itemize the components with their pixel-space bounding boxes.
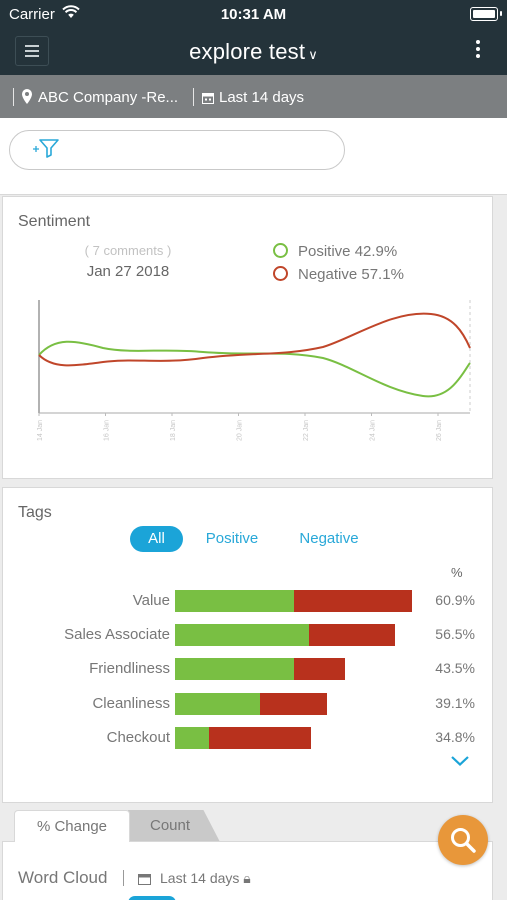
lock-icon: 🔒︎ — [243, 870, 251, 886]
selected-date: Jan 27 2018 — [86, 263, 170, 280]
tab-positive[interactable]: Positive — [205, 530, 259, 547]
negative-segment — [294, 658, 345, 680]
word-cloud-title: Word Cloud — [18, 868, 108, 887]
word-cloud-tab[interactable] — [128, 896, 176, 900]
tag-percent: 60.9% — [435, 592, 475, 608]
negative-series-line — [38, 312, 471, 367]
x-tick-label: 18 Jan — [170, 420, 177, 441]
negative-segment — [294, 590, 413, 612]
tag-label: Value — [132, 592, 170, 609]
tag-label: Cleanliness — [92, 695, 170, 712]
hamburger-line — [25, 45, 39, 47]
positive-legend-label: Positive 42.9% — [298, 243, 398, 260]
comment-count[interactable]: ( 7 comments ) — [84, 243, 172, 258]
tab-count[interactable]: Count — [128, 810, 220, 842]
x-tick-label: 22 Jan — [303, 420, 310, 441]
legend-negative: Negative 57.1% — [273, 266, 404, 283]
more-options-icon[interactable] — [476, 40, 480, 58]
tag-row[interactable]: Sales Associate 56.5% — [3, 624, 494, 646]
metric-tabs: Count % Change — [0, 810, 507, 842]
add-filter-icon[interactable] — [32, 134, 60, 165]
tag-label: Sales Associate — [64, 626, 170, 643]
x-tick-label: 16 Jan — [104, 420, 111, 441]
tag-bar — [175, 658, 345, 680]
chevron-down-icon: ∨ — [308, 47, 318, 62]
negative-segment — [208, 727, 311, 749]
tab-percent-change[interactable]: % Change — [14, 810, 130, 842]
date-range-selector[interactable]: Last 14 days — [219, 89, 305, 106]
battery-icon — [470, 7, 502, 21]
sentiment-title: Sentiment — [18, 213, 91, 230]
x-tick-label: 14 Jan — [37, 420, 44, 441]
search-button[interactable] — [438, 815, 488, 865]
positive-segment — [175, 590, 295, 612]
legend-positive: Positive 42.9% — [273, 243, 397, 260]
search-icon — [451, 828, 476, 853]
sentiment-card: Sentiment ( 7 comments ) Jan 27 2018 Pos… — [2, 196, 493, 479]
positive-legend-marker — [273, 243, 288, 258]
positive-segment — [175, 727, 209, 749]
clock: 10:31 AM — [220, 6, 287, 23]
filter-area — [0, 118, 507, 195]
wifi-icon — [62, 5, 80, 24]
percent-column-header: % — [451, 565, 463, 580]
calendar-icon — [202, 91, 214, 108]
app-header: explore test ∨ — [0, 30, 507, 75]
tag-label: Checkout — [106, 729, 170, 746]
sentiment-line-chart[interactable]: 14 Jan 16 Jan 18 Jan 20 Jan 22 Jan 24 Jan 26 J… — [3, 292, 494, 462]
tags-card: Tags All Positive Negative % Value 60.9%… — [2, 487, 493, 803]
status-bar: Carrier 10:31 AM — [0, 0, 507, 30]
dashboard-title: explore test — [189, 39, 306, 64]
tag-row[interactable]: Cleanliness 39.1% — [3, 693, 494, 715]
tag-row[interactable]: Value 60.9% — [3, 590, 494, 612]
location-selector[interactable]: ABC Company -Re... — [38, 89, 179, 106]
tag-bar — [175, 590, 413, 612]
divider — [193, 88, 194, 106]
tag-bar — [175, 624, 396, 646]
tag-percent: 34.8% — [435, 729, 475, 745]
hamburger-line — [25, 50, 39, 52]
x-tick-label: 20 Jan — [237, 420, 244, 441]
positive-series-line — [38, 340, 471, 398]
divider — [13, 88, 14, 106]
word-cloud-date-range: Last 14 days 🔒︎ — [160, 870, 251, 886]
tag-percent: 56.5% — [435, 626, 475, 642]
dashboard-title-dropdown[interactable]: explore test ∨ — [0, 39, 507, 65]
negative-segment — [308, 624, 396, 646]
positive-segment — [175, 624, 309, 646]
tag-bar — [175, 727, 311, 749]
word-cloud-card: Word Cloud Last 14 days 🔒︎ — [2, 841, 493, 900]
context-bar: ABC Company -Re... Last 14 days — [0, 75, 507, 118]
positive-segment — [175, 693, 261, 715]
tag-row[interactable]: Checkout 34.8% — [3, 727, 494, 749]
tab-all[interactable]: All — [130, 526, 183, 552]
tag-percent: 43.5% — [435, 660, 475, 676]
calendar-icon — [138, 872, 151, 890]
x-tick-label: 26 Jan — [436, 420, 443, 441]
tags-title: Tags — [18, 504, 52, 521]
menu-button[interactable] — [15, 36, 49, 66]
carrier-label: Carrier — [9, 6, 55, 23]
negative-legend-marker — [273, 266, 288, 281]
positive-segment — [175, 658, 295, 680]
tag-percent: 39.1% — [435, 695, 475, 711]
tag-bar — [175, 693, 328, 715]
tag-label: Friendliness — [89, 660, 170, 677]
tag-row[interactable]: Friendliness 43.5% — [3, 658, 494, 680]
x-tick-label: 24 Jan — [370, 420, 377, 441]
negative-segment — [260, 693, 328, 715]
tab-negative[interactable]: Negative — [299, 530, 359, 547]
show-more-chevron-icon[interactable] — [451, 753, 469, 771]
filter-input[interactable] — [9, 130, 345, 170]
negative-legend-label: Negative 57.1% — [298, 266, 404, 283]
x-axis-ticks: 14 Jan 16 Jan 18 Jan 20 Jan 22 Jan 24 Jan 26 J… — [37, 413, 443, 441]
hamburger-line — [25, 55, 39, 57]
location-pin-icon — [22, 89, 32, 108]
divider — [123, 870, 124, 886]
